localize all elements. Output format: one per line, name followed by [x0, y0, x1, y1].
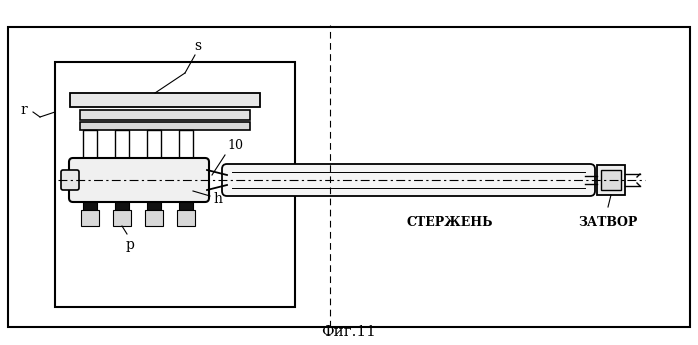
Bar: [83, 130, 97, 172]
Bar: [597, 165, 625, 195]
Text: s: s: [195, 39, 202, 53]
Bar: [601, 170, 621, 190]
Bar: [81, 164, 197, 174]
Text: СТЕРЖЕНЬ: СТЕРЖЕНЬ: [407, 216, 493, 228]
Bar: [115, 130, 129, 172]
FancyBboxPatch shape: [61, 170, 79, 190]
Bar: [80, 122, 250, 130]
Text: 10: 10: [227, 139, 243, 152]
Text: Фиг.11: Фиг.11: [322, 325, 376, 339]
Bar: [55, 62, 295, 307]
Text: r: r: [20, 103, 27, 117]
Text: ЗАТВОР: ЗАТВОР: [579, 216, 638, 228]
FancyBboxPatch shape: [69, 158, 209, 202]
FancyBboxPatch shape: [222, 164, 595, 196]
Bar: [115, 172, 129, 210]
Bar: [113, 210, 131, 226]
Bar: [147, 172, 161, 210]
Bar: [70, 93, 260, 107]
Text: h: h: [213, 192, 222, 206]
Bar: [8, 27, 690, 327]
Bar: [179, 130, 193, 172]
Bar: [83, 172, 97, 210]
Bar: [145, 210, 163, 226]
Bar: [177, 210, 195, 226]
Bar: [147, 130, 161, 172]
Bar: [80, 110, 250, 120]
Bar: [179, 172, 193, 210]
Text: p: p: [126, 238, 135, 252]
Bar: [81, 210, 99, 226]
